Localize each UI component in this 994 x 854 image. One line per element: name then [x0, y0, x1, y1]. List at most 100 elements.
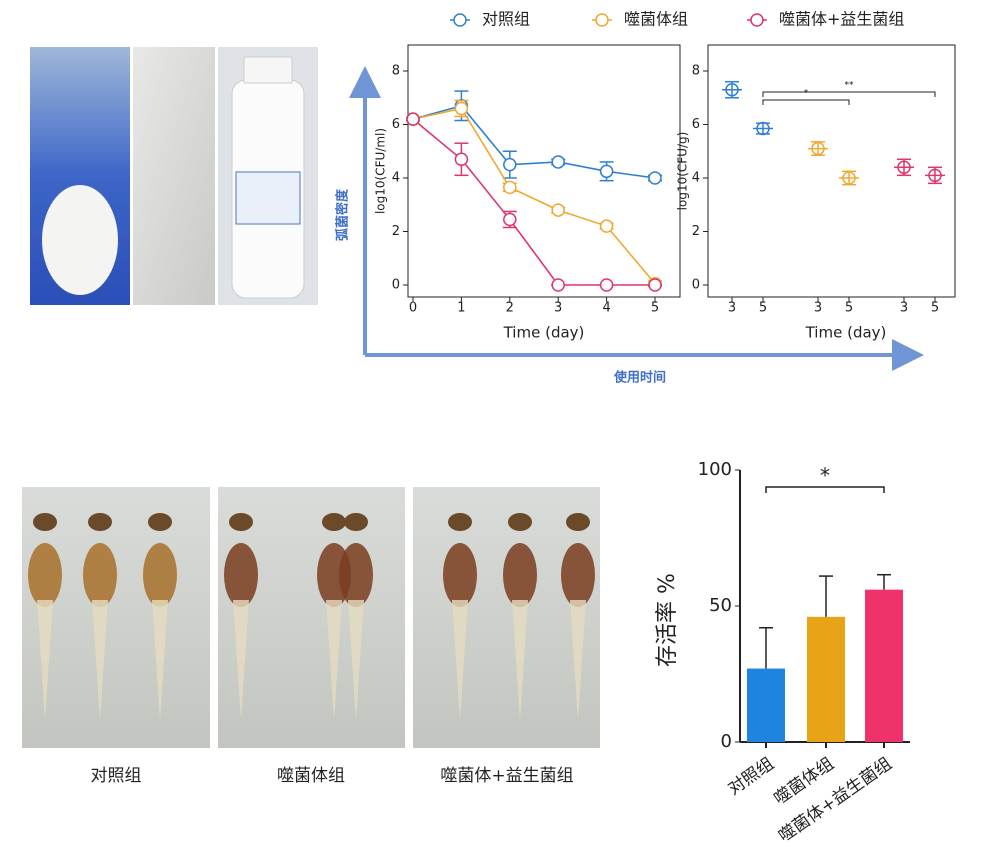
- series-line: [412, 104, 656, 179]
- fish-body: [503, 543, 537, 607]
- legend-marker: [595, 13, 609, 27]
- fish-body: [224, 543, 258, 607]
- data-point: [648, 171, 662, 185]
- photo-caption: 噬菌体+益生菌组: [440, 766, 573, 786]
- y-tick-label: 50: [709, 595, 732, 616]
- fish-head: [148, 513, 172, 531]
- fish-head: [508, 513, 532, 531]
- y-tick-label: 2: [392, 224, 400, 239]
- fish-body: [143, 543, 177, 607]
- x-tick-label: 5: [845, 301, 853, 316]
- data-point: [454, 152, 469, 167]
- fish-tail: [152, 600, 168, 720]
- significance-bracket: [765, 486, 885, 493]
- data-point: [725, 82, 739, 97]
- significance-label: *: [804, 89, 809, 99]
- fish-tail: [37, 600, 53, 720]
- legend-marker: [750, 13, 764, 27]
- data-point: [551, 278, 565, 292]
- y-tick-label: 2: [692, 224, 700, 239]
- y-tick-label: 8: [692, 64, 700, 79]
- plot-frame: [707, 44, 956, 298]
- x-tick-label: 3: [900, 301, 908, 316]
- fish-head: [566, 513, 590, 531]
- bar: [747, 668, 785, 742]
- fish-tail: [452, 600, 468, 720]
- data-point: [551, 203, 565, 217]
- y-tick-label: 6: [392, 117, 400, 132]
- data-point: [648, 278, 662, 292]
- arrow-label: 使用时间: [613, 370, 666, 386]
- fish-head: [448, 513, 472, 531]
- fish-body: [83, 543, 117, 607]
- y-tick-label: 4: [392, 171, 400, 186]
- data-point: [599, 219, 614, 233]
- data-point: [503, 212, 517, 227]
- photo-label: [235, 171, 301, 225]
- fish-tail: [326, 600, 342, 720]
- bar: [865, 589, 903, 742]
- fish-tail: [570, 600, 586, 720]
- x-tick-label: 5: [931, 301, 939, 316]
- fish-head: [344, 513, 368, 531]
- data-point: [551, 155, 565, 169]
- x-tick-label: 2: [506, 301, 514, 316]
- legend-label: 对照组: [482, 10, 530, 29]
- photo-powder: [133, 47, 215, 305]
- arrow-label: 弧菌密度: [335, 188, 351, 241]
- x-tick-label: 4: [602, 301, 610, 316]
- y-axis-label: log10(CFU/ml): [374, 128, 388, 214]
- significance-bracket: [762, 99, 850, 105]
- fish-body: [561, 543, 595, 607]
- data-point: [599, 164, 614, 179]
- fish-head: [229, 513, 253, 531]
- legend-label: 噬菌体组: [624, 10, 688, 29]
- photo-fish: [413, 487, 600, 748]
- x-tick-label: 5: [759, 301, 767, 316]
- x-tick-label: 1: [457, 301, 465, 316]
- plot-frame: [407, 44, 681, 298]
- x-tick-label: 3: [728, 301, 736, 316]
- x-axis-label: Time (day): [503, 324, 585, 342]
- fish-tail: [233, 600, 249, 720]
- y-tick-label: 4: [692, 171, 700, 186]
- y-tick-label: 6: [692, 117, 700, 132]
- fish-tail: [348, 600, 364, 720]
- fish-body: [28, 543, 62, 607]
- photo-detail: [42, 185, 118, 295]
- x-tick-label: 3: [554, 301, 562, 316]
- fish-head: [88, 513, 112, 531]
- y-tick-label: 0: [692, 278, 700, 293]
- data-point: [503, 180, 517, 195]
- x-axis-label: Time (day): [805, 324, 887, 342]
- data-point: [503, 157, 517, 172]
- y-tick-label: 100: [698, 459, 732, 480]
- y-tick-label: 0: [392, 278, 400, 293]
- significance-label: *: [820, 464, 830, 488]
- data-point: [928, 168, 942, 183]
- photo-fish: [218, 487, 405, 748]
- y-tick-label: 0: [721, 731, 732, 752]
- x-tick-label: 3: [814, 301, 822, 316]
- data-point: [897, 160, 911, 175]
- data-point: [756, 121, 770, 136]
- legend-label: 噬菌体+益生菌组: [779, 10, 904, 29]
- fish-body: [443, 543, 477, 607]
- data-point: [842, 171, 856, 185]
- data-point: [454, 101, 469, 116]
- fish-head: [322, 513, 346, 531]
- photo-fish: [22, 487, 210, 748]
- y-axis-label: log10(CFU/g): [676, 132, 690, 211]
- series-line: [412, 118, 655, 286]
- data-point: [599, 278, 614, 292]
- y-axis-label: 存活率 %: [655, 573, 680, 667]
- fish-body: [339, 543, 373, 607]
- bar: [807, 616, 845, 742]
- fish-head: [33, 513, 57, 531]
- photo-caption: 噬菌体组: [277, 766, 345, 786]
- series-line: [412, 107, 656, 285]
- fish-tail: [92, 600, 108, 720]
- y-tick-label: 8: [392, 64, 400, 79]
- photo-cap: [243, 56, 293, 84]
